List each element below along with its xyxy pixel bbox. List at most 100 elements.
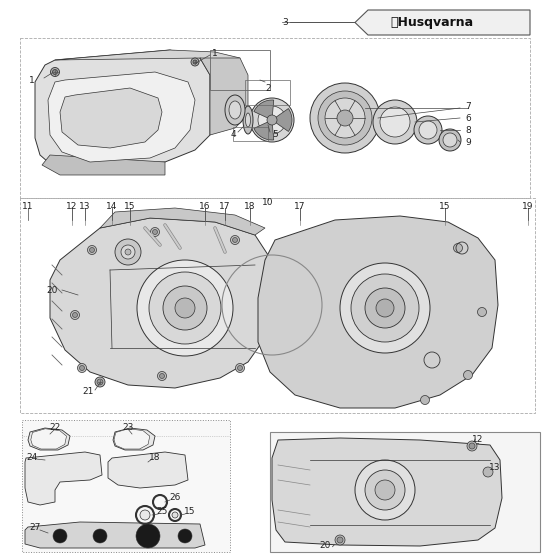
Text: 10: 10 [262,198,274,207]
Text: 3: 3 [282,17,288,26]
Polygon shape [25,522,205,548]
Circle shape [140,510,150,520]
Polygon shape [28,428,70,450]
Circle shape [335,535,345,545]
Circle shape [115,239,141,265]
Text: 15: 15 [439,202,451,211]
Circle shape [337,110,353,126]
Circle shape [351,274,419,342]
Circle shape [318,91,372,145]
Circle shape [50,68,59,77]
Text: 2: 2 [265,83,271,92]
Circle shape [419,121,437,139]
Polygon shape [272,438,502,546]
Circle shape [337,537,343,543]
Text: 16: 16 [199,202,211,211]
Circle shape [90,248,95,253]
Polygon shape [55,50,240,65]
Circle shape [53,529,67,543]
Ellipse shape [225,95,245,125]
Bar [245,80,290,105]
Wedge shape [254,100,274,120]
Circle shape [380,107,410,137]
Text: 12: 12 [472,436,484,445]
Bar [20,198,535,413]
Circle shape [163,286,207,330]
Text: 11: 11 [22,202,34,211]
Text: 12: 12 [66,202,78,211]
Text: 13: 13 [489,464,501,473]
Polygon shape [200,58,248,135]
Circle shape [469,443,475,449]
Circle shape [232,237,237,242]
Text: 1: 1 [212,49,218,58]
Circle shape [365,288,405,328]
Text: 17: 17 [294,202,306,211]
Text: 4: 4 [230,129,236,138]
Polygon shape [355,10,530,35]
Circle shape [125,249,131,255]
Polygon shape [113,428,155,450]
Circle shape [160,374,165,379]
Circle shape [151,227,160,236]
Polygon shape [108,452,188,488]
Text: 5: 5 [272,129,278,138]
Text: 27: 27 [29,524,41,533]
Circle shape [72,312,77,318]
Polygon shape [60,88,162,148]
Polygon shape [35,50,210,168]
Text: 9: 9 [465,138,471,147]
Circle shape [250,98,294,142]
Text: ⓘHusqvarna: ⓘHusqvarna [390,16,473,29]
Circle shape [152,230,157,235]
Text: 19: 19 [522,202,534,211]
Circle shape [325,98,365,138]
Circle shape [71,310,80,320]
Circle shape [149,272,221,344]
Text: 22: 22 [49,422,60,432]
Wedge shape [254,120,274,140]
Text: 1: 1 [29,76,35,85]
Circle shape [137,260,233,356]
Text: 13: 13 [80,202,91,211]
Text: 24: 24 [26,452,38,461]
Circle shape [483,467,493,477]
Ellipse shape [429,123,433,137]
Circle shape [464,371,473,380]
Circle shape [375,480,395,500]
Circle shape [53,69,58,74]
Circle shape [231,236,240,245]
Text: 15: 15 [184,507,196,516]
Text: 8: 8 [465,125,471,134]
Bar [233,127,268,141]
Circle shape [478,307,487,316]
Text: 7: 7 [465,101,471,110]
Circle shape [237,366,242,371]
Circle shape [340,263,430,353]
Circle shape [236,363,245,372]
Circle shape [414,116,442,144]
Ellipse shape [398,111,403,133]
Circle shape [175,298,195,318]
Circle shape [191,58,199,66]
Circle shape [157,371,166,380]
Circle shape [267,115,277,125]
Circle shape [136,524,160,548]
Circle shape [121,245,135,259]
Polygon shape [258,216,498,408]
Polygon shape [100,208,265,235]
Circle shape [172,512,178,518]
Text: 14: 14 [106,202,118,211]
Ellipse shape [229,101,241,119]
Circle shape [178,529,192,543]
Text: 26: 26 [169,493,181,502]
Bar [210,50,270,90]
Ellipse shape [451,134,454,146]
Ellipse shape [243,106,253,134]
Text: 18: 18 [244,202,256,211]
Circle shape [376,299,394,317]
Circle shape [95,377,105,387]
Polygon shape [48,72,195,162]
Bar [270,432,540,552]
Circle shape [373,100,417,144]
